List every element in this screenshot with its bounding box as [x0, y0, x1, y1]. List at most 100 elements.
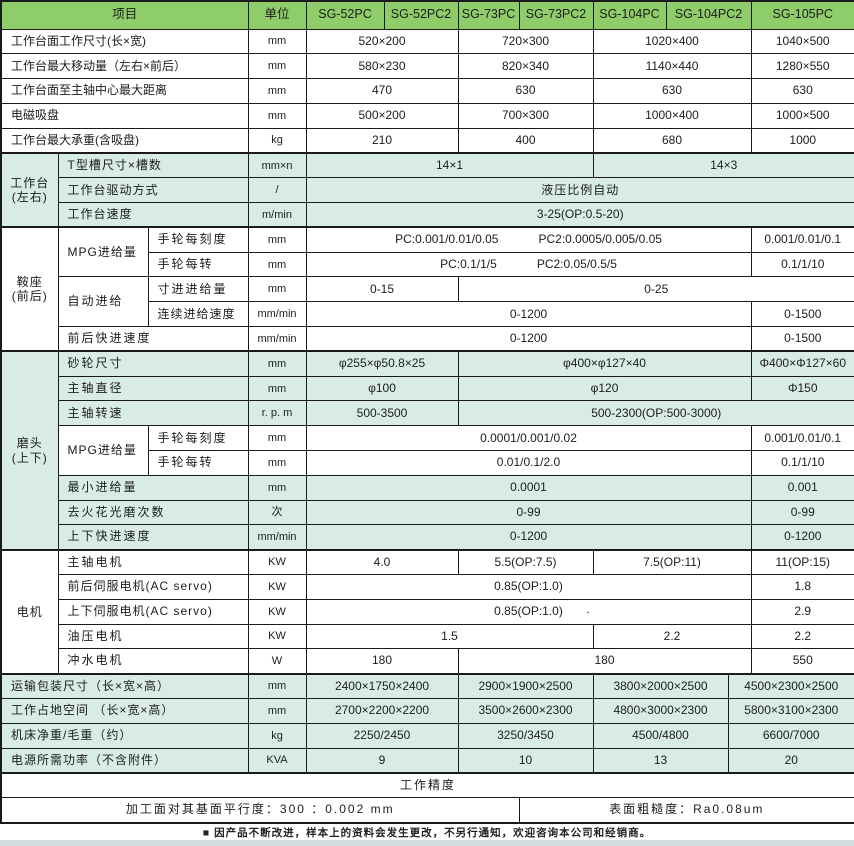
section-head: 磨头 (上下) [0, 350, 59, 551]
row-label: 工作占地空间 （长×宽×高） [0, 698, 249, 724]
value-cell: 180 [457, 648, 752, 675]
row-saddle-incremental-feed: 自动进给 寸进进给量 mm 0-15 0-25 [1, 276, 854, 328]
section-axis: (前后) [11, 289, 48, 304]
value-cell: 液压比例自动 [305, 177, 854, 204]
row-label: 主轴转速 [57, 400, 249, 427]
row-max-load: 工作台最大承重(含吸盘) kg 210 400 680 1000 [0, 127, 854, 154]
section-name: 磨头 [16, 436, 43, 451]
header-model-sg-104pc2: SG-104PC2 [665, 0, 752, 30]
value-cell: φ120 [457, 375, 752, 402]
row-label: 工作台面工作尺寸(长×宽) [0, 28, 249, 55]
value-cell: 550 [750, 648, 854, 675]
value-cell: 14×1 [305, 151, 594, 179]
value-cell: 630 [750, 78, 854, 104]
value-cell: 0-99 [750, 499, 854, 526]
row-label: 去火花光磨次数 [57, 499, 249, 526]
unit-cell: kg [247, 722, 307, 749]
value-cell: 0-15 [305, 276, 459, 303]
value-cell: 4500×2300×2500 [727, 672, 854, 700]
value-cell: φ100 [305, 375, 459, 402]
row-label: 工作台速度 [57, 202, 249, 228]
row-label: 手轮每刻度 [147, 425, 249, 452]
value-cell: 1.5 [305, 623, 594, 650]
row-table-speed: 工作台速度 m/min 3-25(OP:0.5-20) [1, 202, 854, 228]
unit-cell: mm [247, 251, 307, 278]
value-cell: φ400×φ127×40 [457, 350, 752, 377]
header-model-sg-52pc2: SG-52PC2 [383, 0, 459, 30]
value-cell: 1280×550 [750, 53, 854, 80]
row-label: 电磁吸盘 [0, 102, 249, 129]
row-worktable-working-size: 工作台面工作尺寸(长×宽) mm 520×200 720×300 1020×40… [0, 28, 854, 55]
row-label: 上下快进速度 [57, 524, 249, 551]
value-cell: 0-1200 [750, 524, 854, 551]
row-label: 砂轮尺寸 [57, 350, 249, 377]
row-power-requirement: 电源所需功率（不含附件） KVA 9 10 13 20 [0, 747, 854, 774]
row-floor-space: 工作占地空间 （长×宽×高） mm 2700×2200×2200 3500×26… [0, 698, 854, 724]
value-cell: 0.85(OP:1.0) [305, 574, 752, 600]
value-cell: 1020×400 [592, 28, 752, 55]
unit-cell: mm [247, 276, 307, 303]
value-cell: 0-1500 [750, 326, 854, 352]
row-saddle-rapid-speed: 前后快进速度 mm/min 0-1200 0-1500 [1, 326, 854, 352]
row-label: 电源所需功率（不含附件） [0, 747, 249, 774]
value-cell: 0-1500 [750, 301, 854, 328]
group-mpg-feed: MPG进给量 [57, 425, 149, 476]
row-label: 手轮每转 [147, 450, 249, 476]
unit-cell: mm [247, 375, 307, 402]
row-packing-size: 运输包装尺寸（长×宽×高） mm 2400×1750×2400 2900×190… [0, 672, 854, 700]
value-pc2: PC2:0.05/0.5/5 [536, 256, 617, 271]
value-cell: 180 [305, 648, 459, 675]
row-spindle-diameter: 主轴直径 mm φ100 φ120 Φ150 [1, 375, 854, 402]
value-cell: 210 [305, 127, 459, 154]
section-name: 工作台 [10, 175, 50, 190]
header-item: 项目 [0, 0, 249, 30]
row-label: 连续进给速度 [147, 301, 249, 328]
value-cell: 0-1200 [305, 301, 752, 328]
header-model-sg-104pc: SG-104PC [592, 0, 667, 30]
row-spark-out-times: 去火花光磨次数 次 0-99 0-99 [1, 499, 854, 526]
row-label: 冲水电机 [57, 648, 249, 675]
header-row: 项目 单位 SG-52PC SG-52PC2 SG-73PC SG-73PC2 … [0, 0, 854, 30]
accuracy-parallelism: 加工面对其基面平行度：300 ：0.002 mm [0, 797, 520, 823]
row-label: 运输包装尺寸（长×宽×高） [0, 672, 249, 700]
row-saddle-mpg-per-graduation: 鞍座 (前后) MPG进给量 手轮每刻度 mm PC:0.001/0.01/0.… [0, 226, 854, 352]
unit-cell: KW [247, 574, 307, 600]
row-label: 油压电机 [57, 623, 249, 650]
unit-cell: mm [247, 672, 307, 700]
value-cell: 1040×500 [750, 28, 854, 55]
row-label: 工作台最大承重(含吸盘) [0, 127, 249, 154]
value-cell: 700×300 [457, 102, 594, 129]
value-cell: 14×3 [592, 151, 854, 179]
value-cell: 6600/7000 [727, 722, 854, 749]
row-accuracy-title: 工作精度 [0, 771, 854, 799]
value-cell: 630 [592, 78, 752, 104]
unit-cell: W [247, 648, 307, 675]
value-cell: Φ150 [750, 375, 854, 402]
unit-cell: 次 [247, 499, 307, 526]
value-cell: 580×230 [305, 53, 459, 80]
row-accuracy-values: 加工面对其基面平行度：300 ：0.002 mm 表面粗糙度：Ra0.08um [0, 797, 854, 823]
footer-disclaimer: ■ 因产品不断改进，样本上的资料会发生更改，不另行通知，欢迎咨询本公司和经销商。 [202, 827, 652, 839]
header-model-sg-73pc: SG-73PC [457, 0, 520, 30]
group-mpg-feed: MPG进给量 [57, 226, 149, 278]
row-label: 最小进给量 [57, 474, 249, 501]
value-cell: 10 [457, 747, 594, 774]
row-label: 工作台最大移动量（左右×前后） [0, 53, 249, 80]
value-cell: 500-3500 [305, 400, 459, 427]
value-cell: 0-99 [305, 499, 752, 526]
value-cell: 0.01/0.1/2.0 [305, 450, 752, 476]
header-unit: 单位 [247, 0, 307, 30]
row-elevation-servo-motor: 上下伺服电机(AC servo) KW 0.85(OP:1.0) . 2.9 [1, 598, 854, 625]
unit-cell: mm [247, 425, 307, 452]
value-cell: 1.8 [750, 574, 854, 600]
value-cell: 0-25 [457, 276, 854, 303]
row-head-mpg-per-rev: 手轮每转 mm 0.01/0.1/2.0 0.1/1/10 [1, 450, 854, 476]
row-label: 上下伺服电机(AC servo) [57, 598, 249, 625]
value-cell: 2700×2200×2200 [305, 698, 459, 724]
row-min-feed: 最小进给量 mm 0.0001 0.001 [1, 474, 854, 501]
value-cell: 13 [592, 747, 729, 774]
row-magnetic-chuck: 电磁吸盘 mm 500×200 700×300 1000×400 1000×50… [0, 102, 854, 129]
value-cell: 500×200 [305, 102, 459, 129]
value-cell: 4500/4800 [592, 722, 729, 749]
row-label: 手轮每转 [147, 251, 249, 278]
